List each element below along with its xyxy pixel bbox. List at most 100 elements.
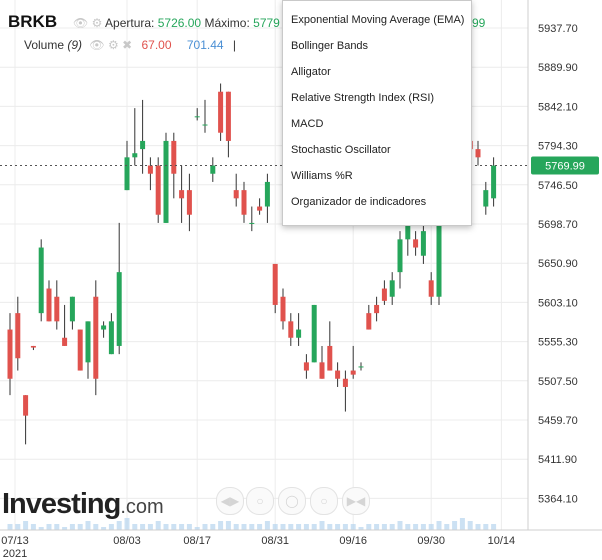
candle-body	[491, 165, 497, 199]
x-tick-label: 08/17	[183, 535, 211, 547]
candle-body	[15, 313, 21, 359]
candle-body	[38, 247, 44, 314]
y-tick-label: 5364.10	[538, 493, 578, 505]
candle-body	[30, 345, 36, 348]
candle-body	[342, 378, 348, 387]
candle-body	[62, 337, 68, 346]
volume-bar	[124, 518, 130, 530]
reset-icon[interactable]: ○	[246, 487, 274, 515]
menu-item-organizer[interactable]: Organizador de indicadores	[291, 196, 427, 208]
x-year-label: 2021	[3, 548, 27, 560]
gear-icon[interactable]: ⚙	[107, 38, 119, 52]
volume-bar	[311, 524, 317, 530]
volume-bar	[225, 521, 231, 530]
volume-bar	[374, 524, 380, 530]
menu-item-ema[interactable]: Exponential Moving Average (EMA)	[291, 14, 465, 26]
volume-bar	[459, 518, 465, 530]
candle-body	[124, 157, 130, 191]
volume-bar	[397, 521, 403, 530]
candle-body	[303, 362, 309, 371]
candle-body	[77, 329, 83, 371]
volume-value-red: 67.00	[141, 38, 172, 52]
candle-body	[280, 296, 286, 322]
menu-item-alligator[interactable]: Alligator	[291, 66, 331, 78]
close-icon[interactable]: ✖	[122, 38, 133, 52]
menu-item-williams[interactable]: Williams %R	[291, 170, 353, 182]
candle-body	[296, 329, 302, 338]
volume-bar	[444, 524, 450, 530]
candle-body	[319, 362, 325, 379]
volume-bar	[210, 524, 216, 530]
header-hidden-tail: 99	[472, 16, 486, 30]
volume-bar	[54, 524, 60, 530]
volume-bar	[15, 524, 21, 530]
y-tick-label: 5842.10	[538, 101, 578, 113]
volume-bar	[413, 524, 419, 530]
candle-body	[483, 190, 489, 207]
menu-item-bollinger[interactable]: Bollinger Bands	[291, 40, 369, 52]
volume-bar	[62, 527, 68, 530]
symbol-title: BRKB	[8, 12, 58, 31]
volume-bar	[389, 524, 395, 530]
volume-bar	[483, 524, 489, 530]
indicator-menu: Exponential Moving Average (EMA) Bolling…	[282, 0, 472, 226]
candle-body	[93, 296, 99, 379]
scroll-right-icon[interactable]: ▶◀	[342, 487, 370, 515]
candle-body	[116, 272, 122, 346]
x-tick-label: 08/31	[261, 535, 289, 547]
volume-value-blue: 701.44	[186, 38, 224, 52]
candle-body	[436, 206, 442, 297]
volume-bar	[179, 524, 185, 530]
candle-body	[405, 214, 411, 240]
volume-bar	[249, 524, 255, 530]
volume-bar	[218, 521, 224, 530]
x-tick-label: 10/14	[488, 535, 516, 547]
candle-body	[23, 395, 29, 416]
x-tick-label: 07/13	[1, 535, 29, 547]
menu-item-rsi[interactable]: Relative Strength Index (RSI)	[291, 92, 435, 104]
x-tick-label: 09/30	[417, 535, 445, 547]
y-tick-label: 5746.50	[538, 180, 578, 192]
volume-bar	[381, 524, 387, 530]
candle-body	[108, 321, 114, 355]
eye-icon[interactable]: 👁	[73, 16, 89, 30]
scroll-left-icon[interactable]: ○	[310, 487, 338, 515]
y-tick-label: 5889.90	[538, 62, 578, 74]
logo-suffix: .com	[120, 496, 164, 518]
volume-bar	[475, 524, 481, 530]
volume-bar	[202, 524, 208, 530]
volume-bar	[132, 524, 138, 530]
menu-item-stochastic[interactable]: Stochastic Oscillator	[291, 144, 391, 156]
volume-bar	[467, 521, 473, 530]
open-label: Apertura:	[105, 16, 155, 30]
candle-body	[272, 263, 278, 305]
volume-bar	[288, 524, 294, 530]
menu-item-macd[interactable]: MACD	[291, 118, 324, 130]
zoom-in-icon[interactable]: ◯	[278, 487, 306, 515]
volume-bar	[452, 521, 458, 530]
candle-body	[327, 345, 333, 371]
candle-body	[358, 366, 364, 368]
volume-bar	[233, 524, 239, 530]
gear-icon[interactable]: ⚙	[91, 16, 103, 30]
volume-bar	[319, 521, 325, 530]
candle-body	[179, 190, 185, 199]
candle-body	[140, 140, 146, 150]
volume-bar	[163, 524, 169, 530]
max-value: 5779	[253, 16, 280, 30]
eye-icon[interactable]: 👁	[89, 38, 105, 52]
candle-body	[171, 140, 177, 174]
candle-body	[147, 165, 153, 174]
y-tick-label: 5698.70	[538, 219, 578, 231]
candle-body	[241, 190, 247, 215]
volume-bar	[140, 524, 146, 530]
y-tick-label: 5555.30	[538, 337, 578, 349]
volume-bar	[77, 524, 83, 530]
volume-bar	[30, 524, 36, 530]
max-label: Máximo:	[204, 16, 250, 30]
candle-body	[46, 288, 52, 322]
zoom-out-icon[interactable]: ◀▶	[216, 487, 244, 515]
last-price-tag	[531, 156, 599, 175]
x-tick-label: 09/16	[339, 535, 367, 547]
candle-body	[194, 116, 200, 118]
